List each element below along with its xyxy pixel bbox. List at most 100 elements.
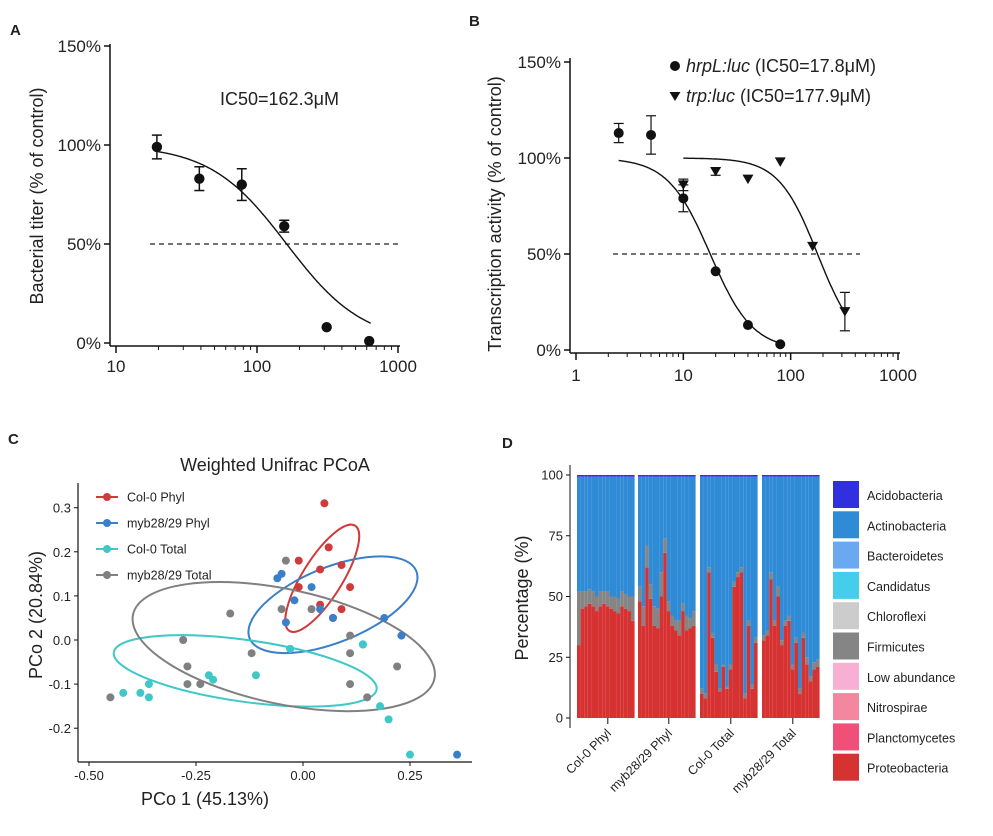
- panel-d-bar-acidobacteria: [645, 475, 649, 477]
- panel-c-legend-dot: [103, 571, 111, 579]
- panel-d-bar-acidobacteria: [805, 475, 809, 477]
- panel-d-bar-proteobacteria: [787, 620, 791, 718]
- panel-d-bar-proteobacteria: [595, 611, 599, 718]
- panel-c-point: [337, 561, 346, 570]
- panel-d-bar-firmicutes: [616, 598, 621, 614]
- panel-d-bar-acidobacteria: [620, 475, 624, 477]
- panel-c-ellipse-2: [247, 555, 419, 655]
- panel-b-x-tick-label: 1: [571, 366, 580, 385]
- panel-d-x-tick-label: myb28/29 Phyl: [607, 726, 675, 794]
- panel-d-bar-proteobacteria: [794, 642, 798, 718]
- panel-d-bar-proteobacteria: [721, 666, 726, 718]
- panel-d-bar-actinobacteria: [780, 476, 784, 641]
- panel-d-bar-actinobacteria: [808, 476, 813, 677]
- panel-d-bar-acidobacteria: [623, 475, 628, 477]
- panel-d-bar-actinobacteria: [794, 476, 798, 638]
- panel-d-bar-proteobacteria: [808, 681, 813, 718]
- panel-c-point: [144, 680, 153, 689]
- panel-d-bar-actinobacteria: [790, 476, 795, 665]
- panel-d-bar-firmicutes: [736, 572, 740, 578]
- panel-a-x-tick-label: 100: [243, 357, 271, 376]
- panel-d-bar-proteobacteria: [648, 598, 653, 718]
- panel-d-bar-actinobacteria: [663, 476, 667, 539]
- panel-d-bar-proteobacteria: [754, 642, 758, 718]
- panel-d-bar-proteobacteria: [703, 698, 708, 718]
- panel-c-point: [316, 565, 325, 574]
- panel-d-bar-firmicutes: [739, 567, 744, 573]
- panel-d-bar-actinobacteria: [692, 476, 696, 612]
- panel-b-data-point-triangle: [742, 174, 754, 185]
- panel-c-point: [346, 649, 355, 658]
- panel-d-bar-firmicutes: [801, 632, 806, 638]
- panel-d-bar-firmicutes: [728, 664, 733, 670]
- panel-c-legend-label: myb28/29 Total: [127, 569, 212, 583]
- panel-d-bar-proteobacteria: [602, 603, 606, 718]
- panel-c-point: [204, 671, 213, 680]
- panel-c-y-tick-label: -0.2: [49, 721, 71, 736]
- panel-d-bar-actinobacteria: [746, 476, 751, 621]
- panel-b-y-tick-label: 50%: [527, 245, 561, 264]
- panel-d-bar-proteobacteria: [714, 671, 718, 718]
- panel-d-bar-acidobacteria: [598, 475, 603, 477]
- panel-d-bar-firmicutes: [754, 637, 758, 643]
- panel-a-data-point: [364, 335, 375, 347]
- panel-d-bar-firmicutes: [638, 586, 642, 602]
- panel-d-bar-proteobacteria: [670, 625, 674, 718]
- panel-d-bar-acidobacteria: [746, 475, 751, 477]
- panel-d-bar-actinobacteria: [769, 476, 773, 573]
- panel-a-data-point: [321, 321, 332, 333]
- panel-d-bar-acidobacteria: [754, 475, 758, 477]
- panel-c-point: [320, 499, 329, 508]
- panel-d-bar-firmicutes: [700, 688, 704, 694]
- panel-d-bar-acidobacteria: [616, 475, 621, 477]
- panel-d-bar-firmicutes: [703, 693, 708, 699]
- panel-d-bar-firmicutes: [670, 615, 674, 626]
- panel-d-bar-acidobacteria: [663, 475, 667, 477]
- panel-d-bar-acidobacteria: [808, 475, 813, 477]
- panel-d-bar-actinobacteria: [710, 476, 715, 633]
- panel-d-bar-actinobacteria: [627, 476, 631, 597]
- panel-d-bar-proteobacteria: [681, 611, 685, 718]
- panel-d-bar-firmicutes: [725, 686, 729, 689]
- panel-d-bar-acidobacteria: [703, 475, 708, 477]
- panel-d-bar-acidobacteria: [776, 475, 780, 477]
- panel-a-x-tick-label: 10: [107, 357, 126, 376]
- panel-d-bar-acidobacteria: [707, 475, 711, 477]
- panel-d-bar-actinobacteria: [613, 476, 617, 597]
- panel-d-y-tick-label: 25: [549, 650, 563, 665]
- panel-d-bar-acidobacteria: [656, 475, 660, 477]
- panel-c-point: [281, 618, 290, 627]
- panel-d-bar-actinobacteria: [620, 476, 624, 592]
- panel-d-bar-proteobacteria: [746, 625, 751, 718]
- panel-d-bar-acidobacteria: [577, 475, 581, 477]
- panel-d-bar-proteobacteria: [728, 669, 733, 718]
- panel-d-bar-firmicutes: [677, 620, 682, 636]
- panel-d-bar-firmicutes: [659, 572, 664, 597]
- panel-c-chart: Weighted Unifrac PCoA -0.2 -0.1 0.0 0.1 0.2 0.…: [26, 455, 472, 809]
- panel-d-legend-label: Chloroflexi: [867, 610, 926, 624]
- panel-d-legend-swatch: [833, 723, 859, 751]
- panel-d-bar-firmicutes: [641, 606, 646, 626]
- panel-d-bar-acidobacteria: [762, 475, 766, 477]
- panel-d-bar-actinobacteria: [641, 476, 646, 607]
- panel-d-bar-acidobacteria: [591, 475, 595, 477]
- panel-d-bar-acidobacteria: [721, 475, 726, 477]
- panel-b-data-point-triangle: [677, 180, 689, 190]
- panel-d-bar-proteobacteria: [801, 637, 806, 718]
- panel-c-point: [277, 569, 286, 578]
- panel-d-bar-proteobacteria: [816, 666, 820, 718]
- panel-b-chart: 0% 50% 100% 150% 1 10 100 1000 hrpL:luc (IC50=17…: [485, 53, 917, 385]
- panel-d-bar-proteobacteria: [812, 669, 816, 718]
- panel-d-legend-swatch: [833, 753, 859, 781]
- panel-b-y-tick-label: 150%: [518, 53, 561, 72]
- panel-d-bar-actinobacteria: [688, 476, 692, 619]
- panel-a-data-point: [194, 173, 205, 184]
- panel-d-bar-acidobacteria: [595, 475, 599, 477]
- panel-d-bar-firmicutes: [794, 637, 798, 643]
- panel-c-x-tick-label: 0.25: [397, 768, 422, 783]
- panel-c-legend-label: Col-0 Total: [127, 543, 187, 557]
- panel-c-legend-dot: [103, 545, 111, 553]
- panel-d-bar-proteobacteria: [580, 608, 585, 718]
- panel-d-bar-actinobacteria: [732, 476, 736, 582]
